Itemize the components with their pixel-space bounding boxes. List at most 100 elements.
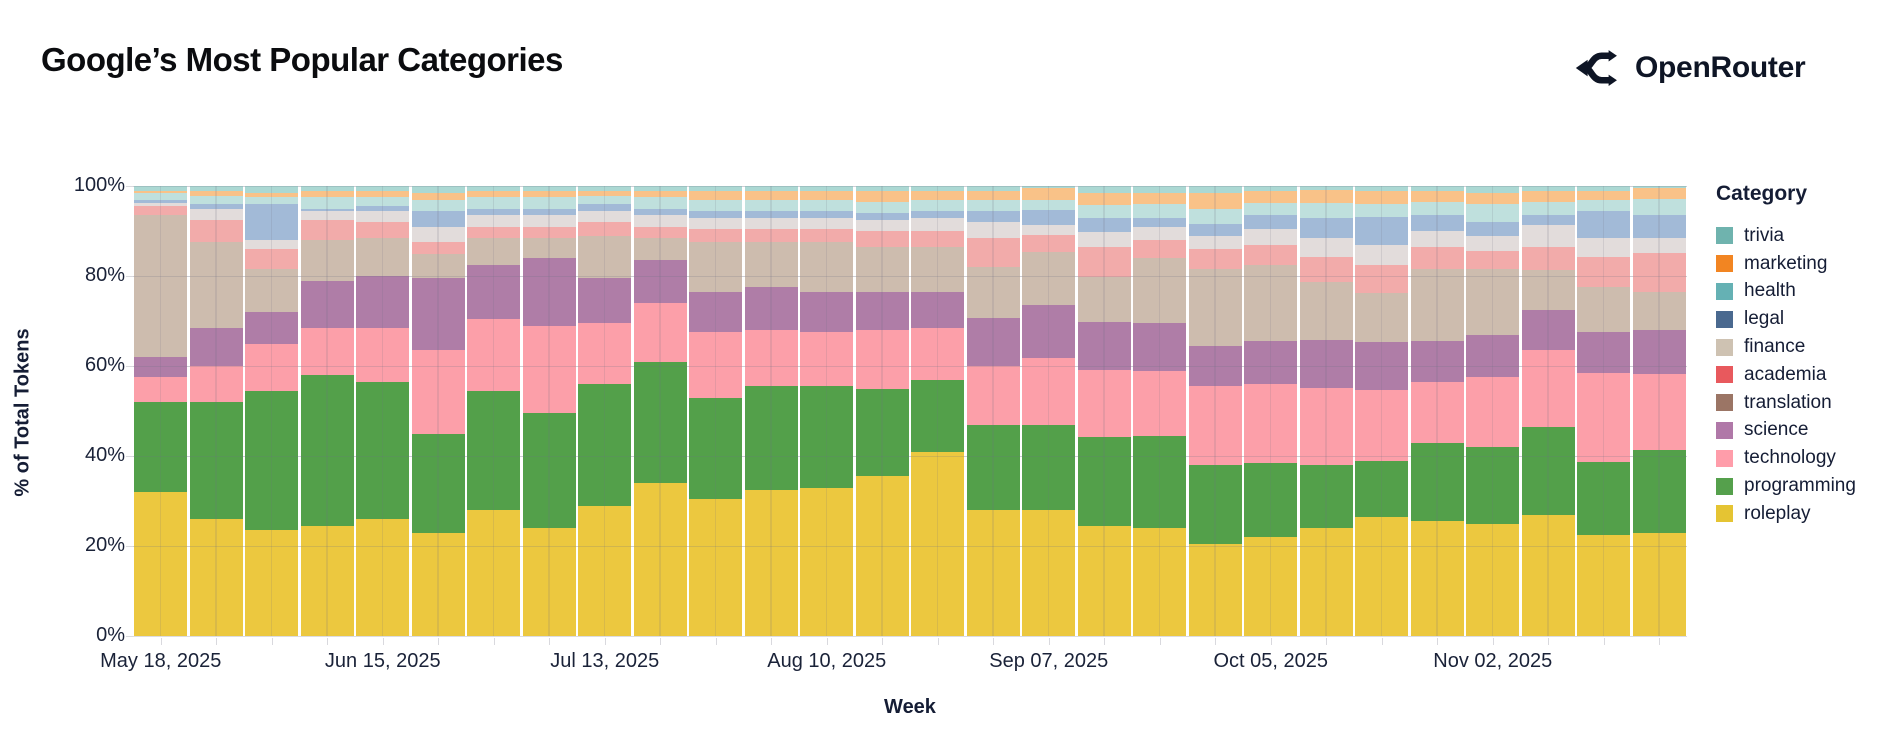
bar-segment-technology[interactable] bbox=[356, 327, 410, 382]
bar-segment-marketing[interactable] bbox=[1188, 192, 1242, 209]
bar-segment-health[interactable] bbox=[1077, 204, 1131, 219]
bar-segment-marketing[interactable] bbox=[911, 190, 965, 200]
bar-segment-roleplay[interactable] bbox=[1521, 514, 1575, 636]
bar-segment-legal[interactable] bbox=[911, 210, 965, 218]
bar-segment-trivia[interactable] bbox=[411, 186, 465, 193]
bar-segment-legal[interactable] bbox=[633, 208, 687, 216]
bar-segment-programming[interactable] bbox=[1577, 461, 1631, 536]
bar-segment-science[interactable] bbox=[855, 291, 909, 330]
bar-segment-programming[interactable] bbox=[1077, 437, 1131, 526]
bar-week-14[interactable] bbox=[911, 186, 965, 636]
bar-segment-roleplay[interactable] bbox=[134, 492, 188, 636]
bar-segment-programming[interactable] bbox=[1188, 465, 1242, 544]
bar-segment-science[interactable] bbox=[1133, 323, 1187, 371]
bar-week-21[interactable] bbox=[1299, 186, 1353, 636]
bar-segment-science[interactable] bbox=[189, 327, 243, 366]
bar-segment-marketing[interactable] bbox=[1299, 190, 1353, 204]
bar-segment-legal[interactable] bbox=[855, 213, 909, 220]
bar-segment-health[interactable] bbox=[1299, 203, 1353, 219]
bar-segment-technology[interactable] bbox=[633, 303, 687, 362]
bar-segment-finance[interactable] bbox=[1244, 228, 1298, 245]
bar-segment-academia[interactable] bbox=[1133, 240, 1187, 258]
bar-segment-science[interactable] bbox=[467, 264, 521, 319]
bar-segment-trivia[interactable] bbox=[189, 186, 243, 191]
bar-segment-health[interactable] bbox=[911, 199, 965, 211]
bar-segment-science[interactable] bbox=[522, 258, 576, 326]
bar-segment-academia[interactable] bbox=[800, 228, 854, 243]
bar-segment-translation[interactable] bbox=[800, 242, 854, 292]
bar-segment-translation[interactable] bbox=[911, 246, 965, 292]
bar-segment-legal[interactable] bbox=[300, 208, 354, 211]
bar-segment-programming[interactable] bbox=[1244, 462, 1298, 537]
legend-item-roleplay[interactable]: roleplay bbox=[1716, 500, 1876, 528]
bar-segment-health[interactable] bbox=[1521, 202, 1575, 215]
bar-segment-legal[interactable] bbox=[467, 208, 521, 216]
bar-segment-legal[interactable] bbox=[1133, 217, 1187, 227]
bar-segment-marketing[interactable] bbox=[1577, 190, 1631, 201]
bar-segment-technology[interactable] bbox=[744, 330, 798, 387]
bar-segment-translation[interactable] bbox=[1521, 270, 1575, 311]
bar-segment-health[interactable] bbox=[189, 195, 243, 204]
bar-segment-finance[interactable] bbox=[1299, 238, 1353, 257]
bar-segment-legal[interactable] bbox=[744, 210, 798, 218]
bar-segment-science[interactable] bbox=[134, 357, 188, 378]
bar-segment-science[interactable] bbox=[245, 312, 299, 344]
bar-segment-finance[interactable] bbox=[189, 208, 243, 220]
bar-segment-science[interactable] bbox=[578, 278, 632, 324]
bar-segment-health[interactable] bbox=[1410, 201, 1464, 216]
bar-segment-marketing[interactable] bbox=[633, 190, 687, 198]
bar-segment-finance[interactable] bbox=[966, 222, 1020, 239]
bar-segment-roleplay[interactable] bbox=[1133, 528, 1187, 636]
bar-segment-legal[interactable] bbox=[800, 210, 854, 218]
bar-segment-finance[interactable] bbox=[1133, 226, 1187, 240]
bar-segment-health[interactable] bbox=[689, 199, 743, 211]
bar-segment-roleplay[interactable] bbox=[800, 487, 854, 636]
bar-segment-translation[interactable] bbox=[1133, 258, 1187, 324]
bar-segment-legal[interactable] bbox=[1299, 218, 1353, 239]
bar-segment-translation[interactable] bbox=[578, 235, 632, 279]
bar-segment-health[interactable] bbox=[1022, 199, 1076, 210]
bar-segment-technology[interactable] bbox=[1188, 386, 1242, 465]
bar-segment-marketing[interactable] bbox=[467, 190, 521, 198]
bar-segment-academia[interactable] bbox=[411, 242, 465, 254]
bar-segment-health[interactable] bbox=[633, 197, 687, 209]
bar-segment-marketing[interactable] bbox=[1521, 190, 1575, 203]
bar-segment-trivia[interactable] bbox=[800, 186, 854, 191]
bar-segment-marketing[interactable] bbox=[134, 191, 188, 194]
bar-segment-translation[interactable] bbox=[411, 253, 465, 279]
bar-segment-legal[interactable] bbox=[1244, 215, 1298, 229]
bar-week-9[interactable] bbox=[633, 186, 687, 636]
bar-segment-translation[interactable] bbox=[1077, 276, 1131, 322]
bar-segment-roleplay[interactable] bbox=[1466, 523, 1520, 636]
bar-segment-health[interactable] bbox=[966, 199, 1020, 212]
bar-segment-technology[interactable] bbox=[1133, 370, 1187, 436]
bar-segment-technology[interactable] bbox=[1466, 377, 1520, 447]
bar-segment-roleplay[interactable] bbox=[689, 498, 743, 636]
bar-segment-legal[interactable] bbox=[1466, 222, 1520, 236]
bar-segment-roleplay[interactable] bbox=[744, 489, 798, 636]
bar-segment-science[interactable] bbox=[1244, 341, 1298, 384]
bar-segment-science[interactable] bbox=[411, 278, 465, 351]
bar-segment-finance[interactable] bbox=[911, 217, 965, 231]
bar-segment-translation[interactable] bbox=[689, 242, 743, 292]
bar-segment-academia[interactable] bbox=[1077, 247, 1131, 277]
bar-segment-technology[interactable] bbox=[1577, 373, 1631, 462]
bar-segment-marketing[interactable] bbox=[689, 190, 743, 200]
bar-segment-academia[interactable] bbox=[1244, 244, 1298, 265]
bar-segment-translation[interactable] bbox=[300, 240, 354, 281]
bar-segment-roleplay[interactable] bbox=[1355, 516, 1409, 636]
bar-segment-programming[interactable] bbox=[1410, 442, 1464, 522]
bar-segment-programming[interactable] bbox=[744, 386, 798, 490]
bar-segment-academia[interactable] bbox=[689, 228, 743, 243]
bar-segment-marketing[interactable] bbox=[189, 190, 243, 196]
bar-segment-science[interactable] bbox=[633, 260, 687, 303]
bar-segment-translation[interactable] bbox=[1355, 293, 1409, 343]
bar-segment-technology[interactable] bbox=[1077, 370, 1131, 438]
bar-segment-legal[interactable] bbox=[1022, 209, 1076, 226]
bar-segment-finance[interactable] bbox=[689, 217, 743, 229]
bar-segment-translation[interactable] bbox=[189, 242, 243, 328]
bar-segment-technology[interactable] bbox=[189, 366, 243, 402]
bar-segment-trivia[interactable] bbox=[1466, 186, 1520, 193]
bar-segment-programming[interactable] bbox=[1133, 435, 1187, 528]
bar-segment-academia[interactable] bbox=[1410, 246, 1464, 270]
